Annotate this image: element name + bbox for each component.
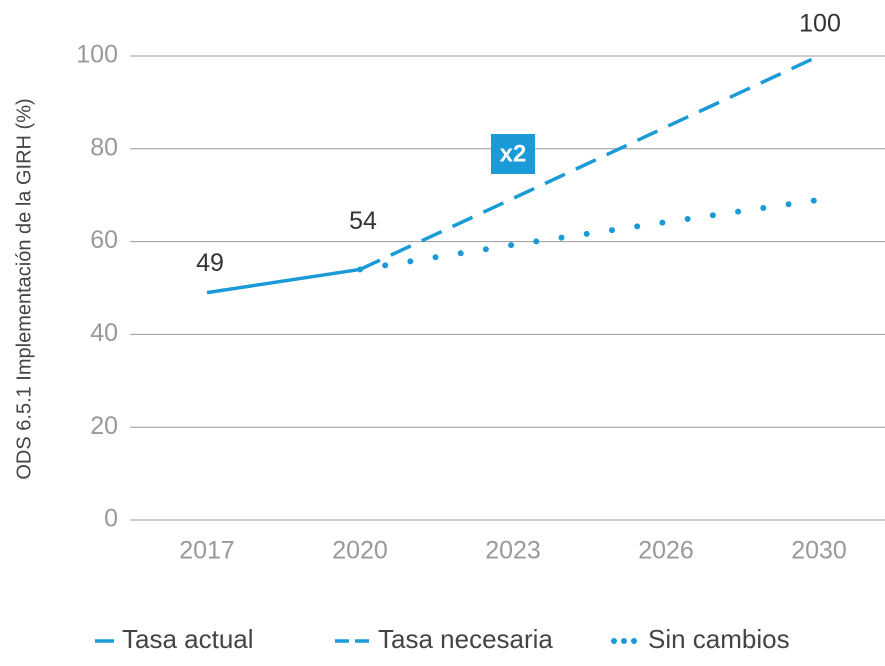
y-tick-label: 100 (76, 41, 118, 69)
line (357, 196, 822, 273)
data-label: 54 (349, 207, 377, 235)
x-tick-label: 2026 (638, 537, 694, 565)
y-tick-label: 20 (90, 412, 118, 440)
x-tick-label: 2023 (485, 537, 541, 565)
data-label: 49 (196, 249, 224, 277)
y-tick-label: 80 (90, 133, 118, 161)
x-tick-label: 2030 (791, 537, 847, 565)
legend-label: Tasa necesaria (378, 624, 553, 654)
x-tick-label: 2020 (332, 537, 388, 565)
x-tick-label: 2017 (179, 537, 235, 565)
y-tick-label: 0 (104, 505, 118, 533)
legend-label: Tasa actual (122, 624, 254, 654)
y-tick-label: 60 (90, 226, 118, 254)
y-axis-label: ODS 6.5.1 Implementación de la GIRH (%) (13, 98, 35, 479)
line (206, 267, 361, 295)
annotation: x2 (500, 140, 527, 167)
data-label: 100 (799, 10, 841, 38)
line (359, 54, 820, 272)
y-tick-label: 40 (90, 319, 118, 347)
annotation-box (491, 134, 535, 174)
legend-label: Sin cambios (648, 624, 790, 654)
